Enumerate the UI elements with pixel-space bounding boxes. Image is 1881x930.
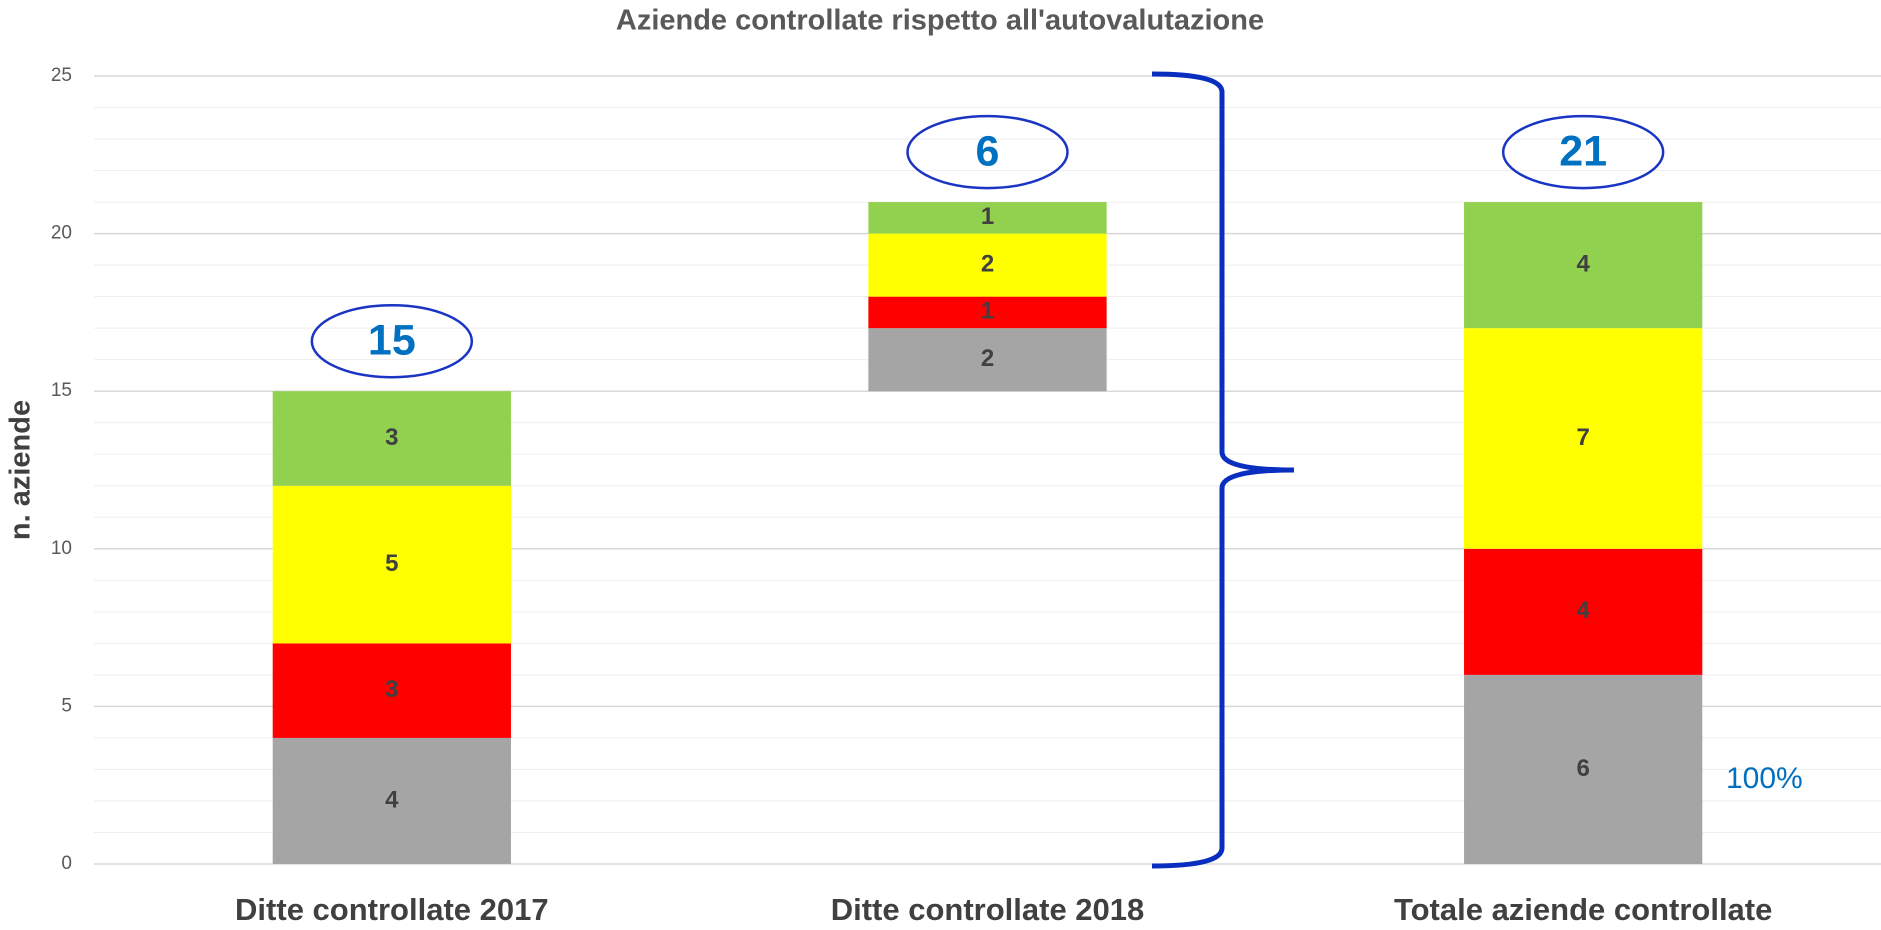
bar-segment <box>1464 328 1703 549</box>
brace <box>1151 71 1295 869</box>
bar-segment <box>868 202 1107 234</box>
segment-label: 2 <box>981 345 994 372</box>
bar-segment <box>1464 202 1703 329</box>
x-tick-label: Totale aziende controllate <box>1394 892 1772 927</box>
segment-label: 4 <box>1576 250 1590 277</box>
y-axis-label: n. aziende <box>5 400 37 540</box>
total-ellipse <box>310 303 474 379</box>
segment-label: 1 <box>981 298 994 325</box>
y-tick-label: 20 <box>51 223 72 244</box>
total-label: 6 <box>976 127 1000 175</box>
y-tick-label: 15 <box>51 380 72 401</box>
chart-title: Aziende controllate rispetto all'autoval… <box>616 5 1264 37</box>
annotation: 100% <box>1726 762 1803 795</box>
bar-segment <box>868 296 1107 329</box>
x-tick-label: Ditte controllate 2017 <box>235 892 549 927</box>
segment-label: 2 <box>981 250 994 277</box>
segment-label: 7 <box>1576 424 1589 451</box>
segment-label: 6 <box>1576 755 1589 782</box>
bar-segment <box>1464 674 1703 864</box>
total-label: 15 <box>368 317 416 365</box>
segment-label: 3 <box>385 424 398 451</box>
total-ellipse <box>906 114 1069 190</box>
segment-label: 3 <box>385 676 398 703</box>
segment-label: 1 <box>981 203 994 230</box>
y-tick-label: 0 <box>61 853 72 874</box>
bar-segment <box>272 643 511 738</box>
bar-segment <box>272 737 511 864</box>
bar-segment <box>868 233 1107 297</box>
bar-segment <box>868 328 1107 392</box>
bar-segment <box>272 485 511 644</box>
y-tick-label: 5 <box>61 695 72 716</box>
y-tick-label: 10 <box>51 538 72 559</box>
total-label: 21 <box>1559 127 1607 175</box>
bar-segment <box>1464 548 1703 675</box>
segment-label: 5 <box>385 550 398 577</box>
y-tick-label: 25 <box>51 65 72 86</box>
segment-label: 4 <box>385 786 399 813</box>
total-ellipse <box>1501 114 1665 190</box>
x-tick-label: Ditte controllate 2018 <box>831 892 1145 927</box>
segment-label: 4 <box>1576 597 1590 624</box>
bar-segment <box>272 391 511 486</box>
